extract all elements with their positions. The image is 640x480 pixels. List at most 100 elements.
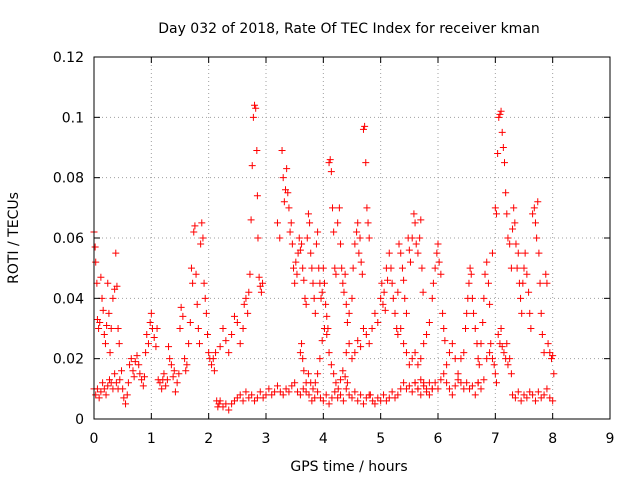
- data-point: [118, 367, 126, 375]
- data-point: [187, 264, 195, 272]
- data-point: [402, 309, 410, 317]
- data-point: [114, 325, 122, 332]
- data-point: [355, 249, 363, 257]
- data-point: [123, 391, 131, 399]
- data-point: [308, 397, 316, 405]
- data-point: [116, 376, 124, 384]
- data-point: [420, 379, 428, 387]
- data-point: [332, 379, 340, 387]
- data-point: [486, 300, 494, 308]
- data-point: [252, 104, 260, 112]
- data-point: [460, 349, 468, 357]
- data-point: [463, 379, 471, 387]
- data-point: [483, 258, 491, 266]
- axis-ticks: [93, 56, 611, 420]
- data-point: [377, 294, 385, 302]
- data-point: [100, 385, 108, 393]
- data-point: [414, 361, 422, 369]
- x-tick-label: 9: [606, 431, 615, 447]
- data-point: [337, 376, 345, 384]
- data-point: [519, 279, 527, 287]
- data-point: [104, 382, 112, 390]
- data-point: [205, 349, 213, 357]
- data-point: [150, 334, 158, 342]
- data-point: [388, 279, 396, 287]
- data-point: [127, 355, 135, 363]
- data-point: [140, 373, 148, 381]
- data-point: [468, 382, 476, 390]
- data-point: [222, 337, 230, 345]
- data-point: [502, 189, 510, 197]
- data-point: [391, 309, 399, 317]
- x-tick-label: 5: [376, 431, 385, 447]
- data-point: [535, 249, 543, 257]
- data-point: [536, 279, 544, 287]
- data-point: [294, 388, 302, 396]
- data-point: [323, 331, 331, 339]
- x-tick-label: 1: [147, 431, 156, 447]
- data-point: [521, 249, 529, 257]
- data-point: [248, 391, 256, 399]
- data-point: [477, 385, 485, 393]
- data-point: [112, 249, 120, 257]
- data-point: [486, 349, 494, 357]
- data-point: [388, 388, 396, 396]
- data-point: [494, 150, 502, 158]
- data-point: [365, 234, 373, 242]
- data-point: [494, 331, 502, 339]
- data-point: [273, 219, 281, 227]
- data-point: [194, 325, 202, 332]
- data-point: [228, 331, 236, 339]
- data-point: [342, 349, 350, 357]
- data-point: [293, 270, 301, 278]
- data-point: [429, 279, 437, 287]
- x-tick-labels: 0 1 2 3 4 5 6 7 8 9: [90, 431, 615, 447]
- data-point: [495, 113, 503, 121]
- data-point: [146, 318, 154, 326]
- data-point: [474, 379, 482, 387]
- data-point: [371, 400, 379, 408]
- data-point: [382, 397, 390, 405]
- data-point: [530, 204, 538, 212]
- data-point: [296, 349, 304, 357]
- data-point: [309, 385, 317, 393]
- data-point: [199, 234, 207, 242]
- data-point: [428, 294, 436, 302]
- data-point: [475, 361, 483, 369]
- data-point: [343, 379, 351, 387]
- data-point: [316, 394, 324, 402]
- data-point: [514, 249, 522, 257]
- data-point: [467, 270, 475, 278]
- data-point: [192, 270, 200, 278]
- data-point: [170, 367, 178, 375]
- data-point: [398, 264, 406, 272]
- data-point: [247, 216, 255, 224]
- data-point: [186, 318, 194, 326]
- data-point: [484, 279, 492, 287]
- data-point: [299, 355, 307, 363]
- data-point: [251, 101, 259, 109]
- data-point: [419, 288, 427, 296]
- data-point: [265, 385, 273, 393]
- data-point: [531, 397, 539, 405]
- data-point: [348, 355, 356, 363]
- data-point: [380, 288, 388, 296]
- data-point: [162, 382, 170, 390]
- data-point: [497, 325, 505, 332]
- data-point: [285, 388, 293, 396]
- data-point: [463, 309, 471, 317]
- data-point: [417, 376, 425, 384]
- data-point: [488, 355, 496, 363]
- data-point: [325, 159, 333, 167]
- data-point: [411, 349, 419, 357]
- data-point: [300, 276, 308, 284]
- data-point: [359, 400, 367, 408]
- data-point: [248, 162, 256, 170]
- data-point: [179, 312, 187, 320]
- x-tick-label: 7: [491, 431, 500, 447]
- data-point: [448, 340, 456, 348]
- data-point: [364, 219, 372, 227]
- data-point: [443, 379, 451, 387]
- data-point: [142, 349, 150, 357]
